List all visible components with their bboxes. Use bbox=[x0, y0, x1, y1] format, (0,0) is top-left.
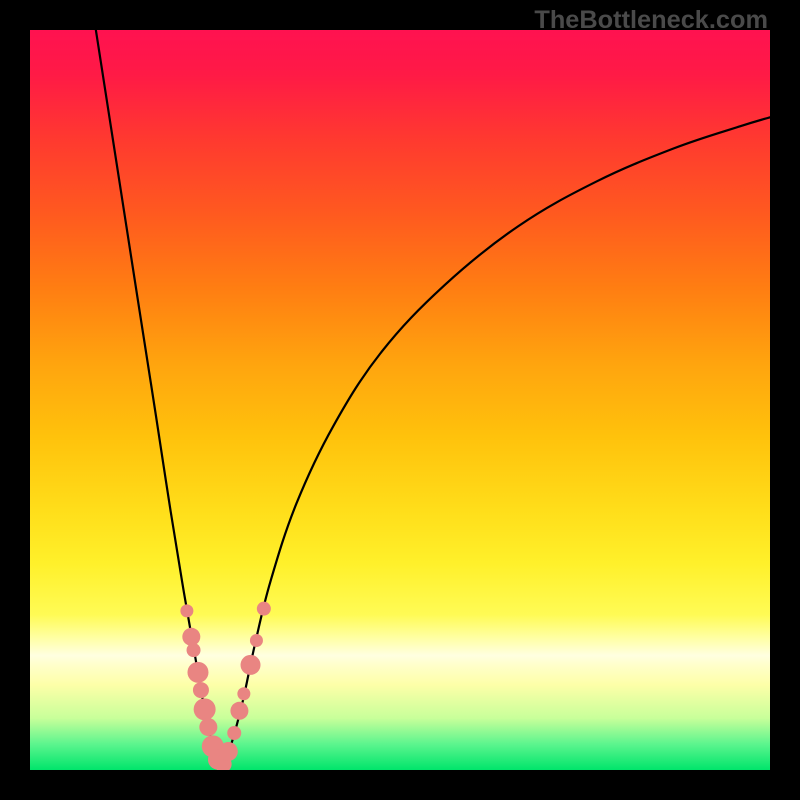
data-marker bbox=[230, 702, 248, 720]
data-marker bbox=[227, 726, 241, 740]
data-marker bbox=[194, 698, 216, 720]
plot-area bbox=[30, 30, 770, 770]
bottleneck-curve-segment bbox=[96, 30, 222, 766]
figure-root: TheBottleneck.com bbox=[0, 0, 800, 800]
watermark-label: TheBottleneck.com bbox=[534, 6, 768, 35]
data-marker bbox=[193, 682, 209, 698]
data-marker bbox=[187, 662, 208, 683]
data-marker bbox=[219, 742, 238, 761]
data-marker bbox=[250, 634, 263, 647]
curve-overlay bbox=[30, 30, 770, 770]
bottleneck-curve-segment bbox=[222, 117, 770, 766]
data-marker bbox=[257, 602, 271, 616]
data-marker bbox=[237, 687, 250, 700]
data-marker bbox=[182, 628, 200, 646]
data-marker bbox=[241, 655, 261, 675]
data-marker bbox=[187, 643, 201, 657]
data-marker bbox=[199, 718, 217, 736]
data-marker bbox=[180, 604, 193, 617]
